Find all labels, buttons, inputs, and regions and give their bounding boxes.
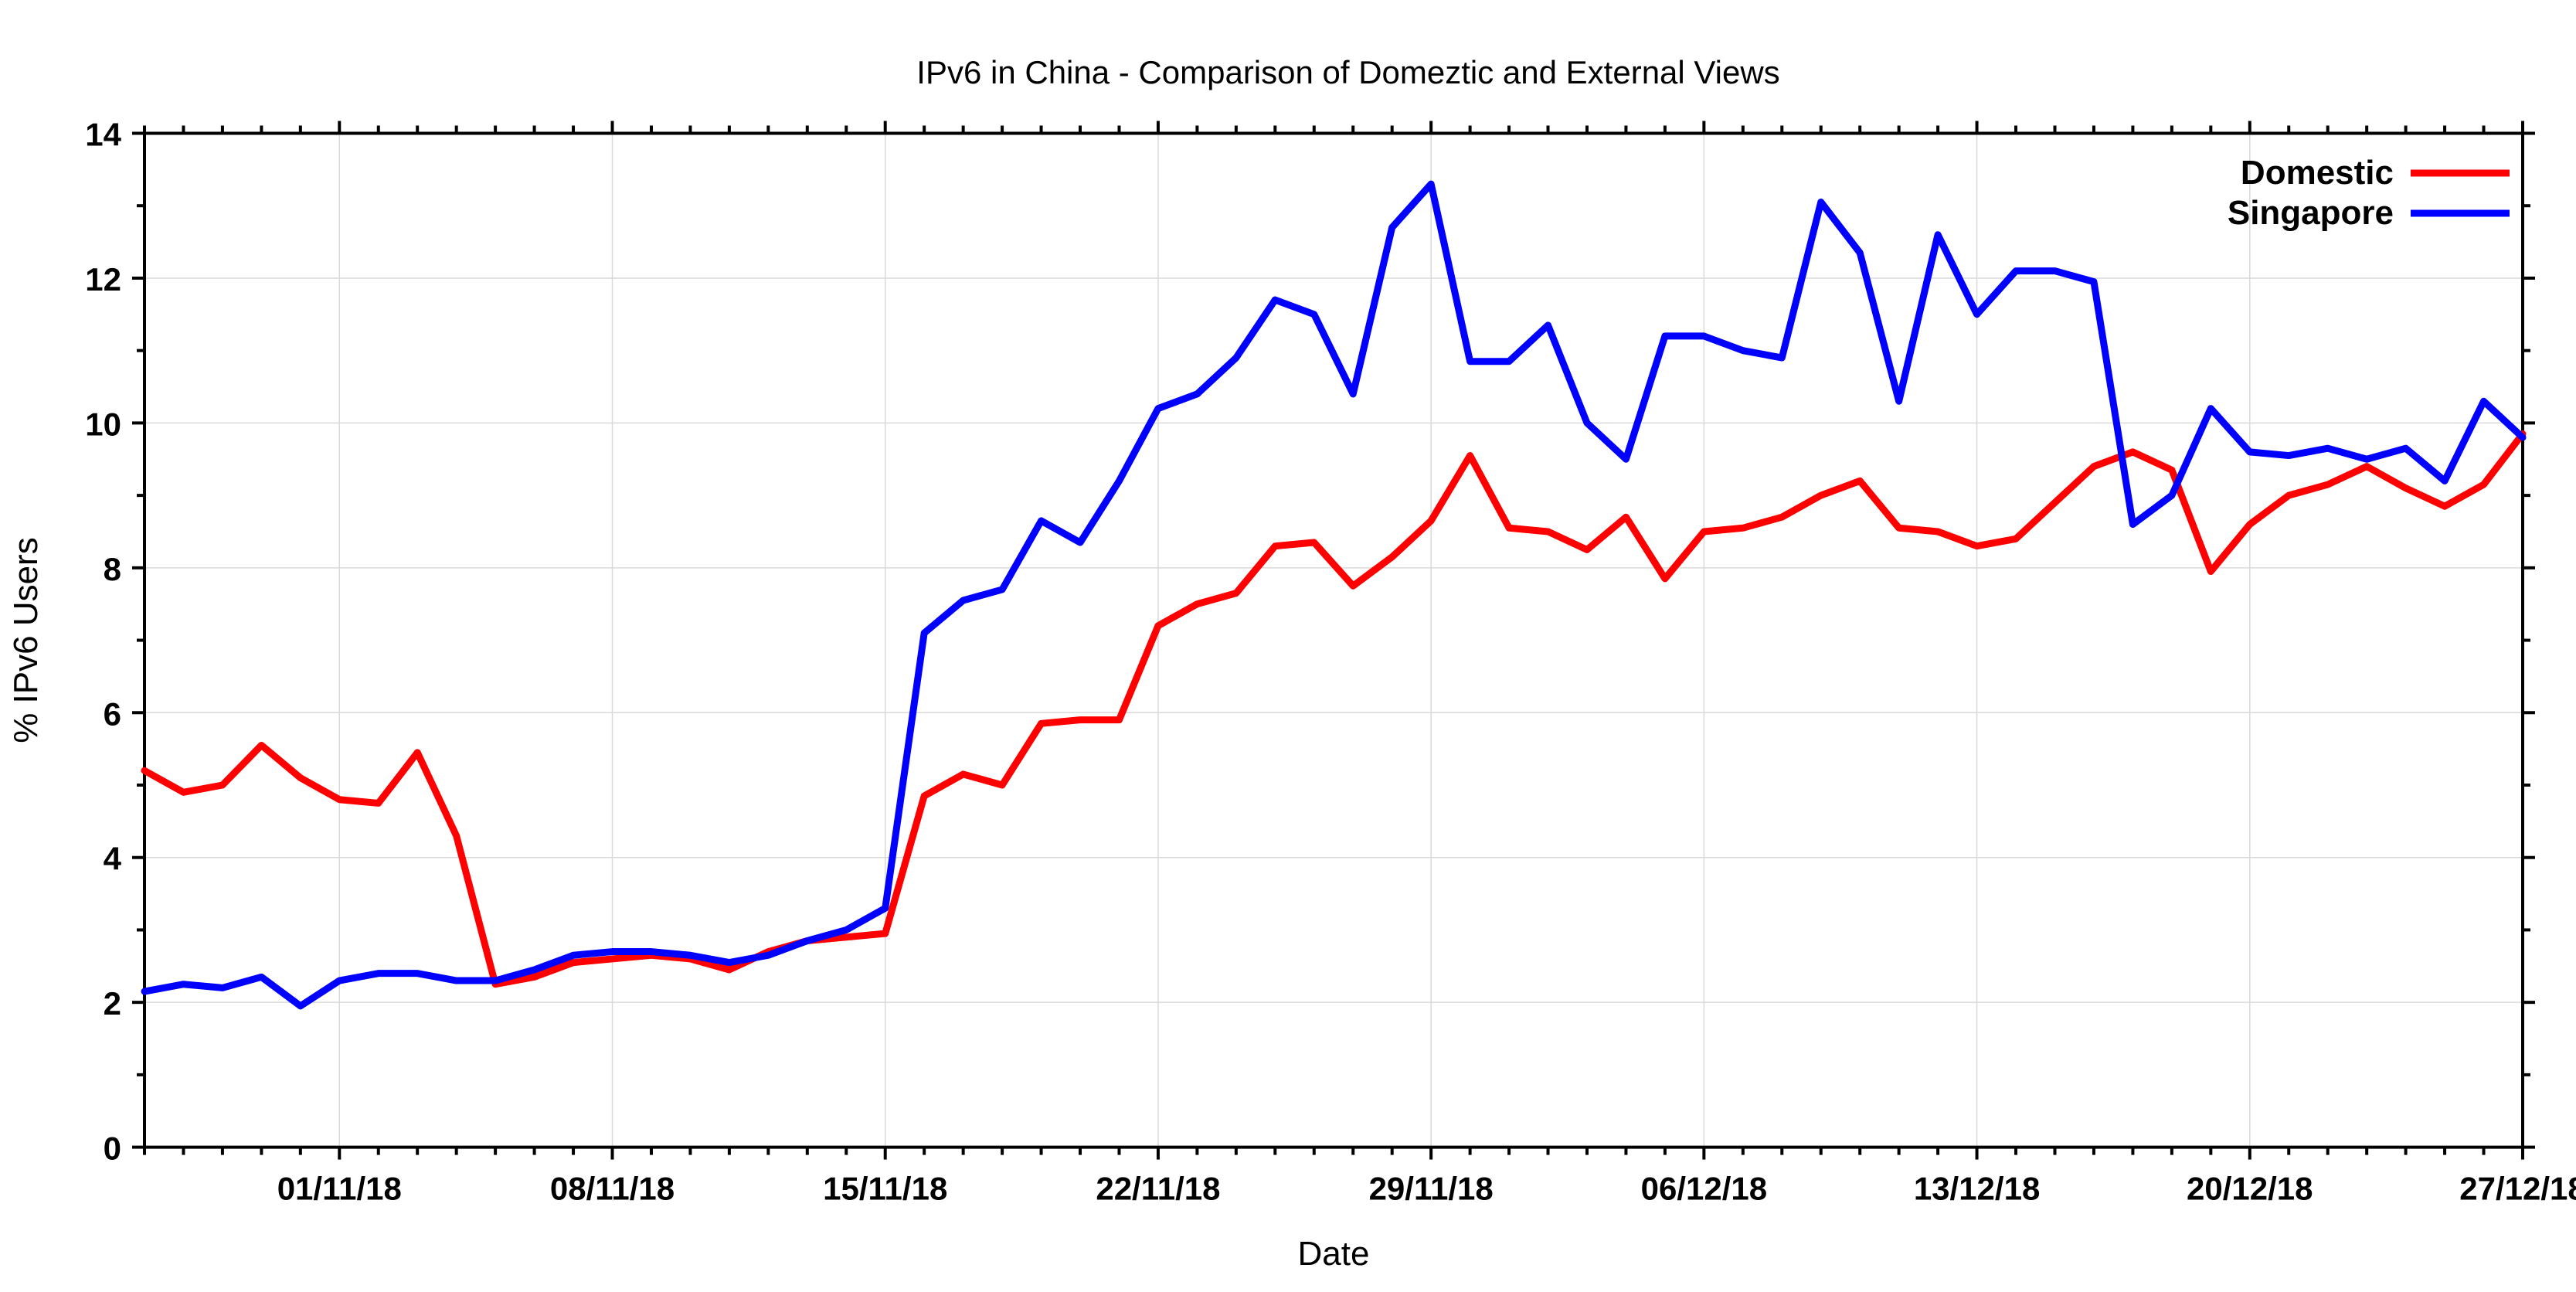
svg-text:6: 6 (104, 695, 121, 732)
svg-text:% IPv6 Users: % IPv6 Users (7, 537, 45, 743)
svg-text:12: 12 (85, 261, 121, 298)
svg-text:13/12/18: 13/12/18 (1914, 1171, 2041, 1207)
svg-text:Date: Date (1298, 1235, 1370, 1273)
svg-text:8: 8 (104, 551, 121, 587)
svg-text:4: 4 (104, 841, 122, 877)
svg-text:27/12/18: 27/12/18 (2459, 1171, 2576, 1207)
svg-text:22/11/18: 22/11/18 (1096, 1171, 1220, 1207)
svg-text:IPv6 in China - Comparison of: IPv6 in China - Comparison of Domeztic a… (916, 54, 1779, 90)
svg-text:01/11/18: 01/11/18 (277, 1171, 402, 1207)
svg-text:2: 2 (104, 985, 121, 1022)
svg-text:Domestic: Domestic (2241, 154, 2394, 192)
svg-text:08/11/18: 08/11/18 (550, 1171, 675, 1207)
svg-text:10: 10 (85, 406, 121, 442)
svg-text:Singapore: Singapore (2228, 194, 2394, 232)
svg-text:29/11/18: 29/11/18 (1369, 1171, 1494, 1207)
svg-text:14: 14 (85, 117, 121, 153)
svg-text:15/11/18: 15/11/18 (823, 1171, 947, 1207)
svg-text:0: 0 (104, 1130, 121, 1167)
svg-text:06/12/18: 06/12/18 (1641, 1171, 1768, 1207)
svg-text:20/12/18: 20/12/18 (2187, 1171, 2313, 1207)
